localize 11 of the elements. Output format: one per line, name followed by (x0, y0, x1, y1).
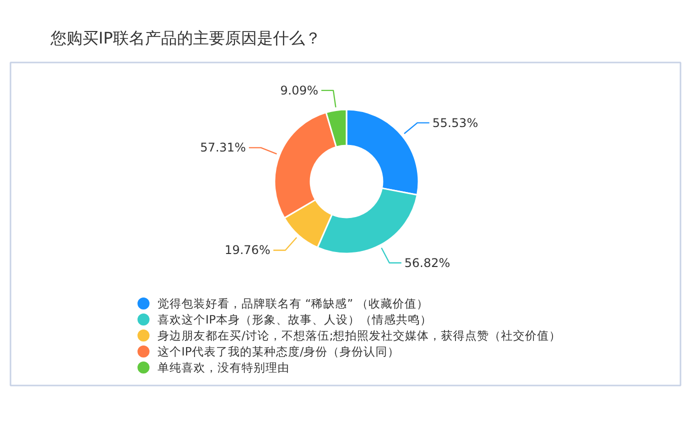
legend-label: 喜欢这个IP本身（形象、故事、人设）（情感共鸣） (158, 312, 432, 326)
data-label: 57.31% (200, 140, 246, 155)
legend-label: 觉得包装好看，品牌联名有 “稀缺感” （收藏价值） (158, 296, 429, 310)
chart-title: 您购买IP联名产品的主要原因是什么？ (50, 28, 321, 48)
data-label: 9.09% (280, 83, 318, 98)
data-label: 19.76% (224, 243, 270, 258)
legend-label: 单纯喜欢，没有特别理由 (158, 360, 290, 374)
legend-label: 身边朋友都在买/讨论，不想落伍;想拍照发社交媒体，获得点赞（社交价值） (158, 328, 562, 342)
data-label: 56.82% (404, 256, 450, 270)
legend-label: 这个IP代表了我的某种态度/身份（身份认同） (158, 344, 400, 358)
data-label: 55.53% (432, 116, 478, 130)
